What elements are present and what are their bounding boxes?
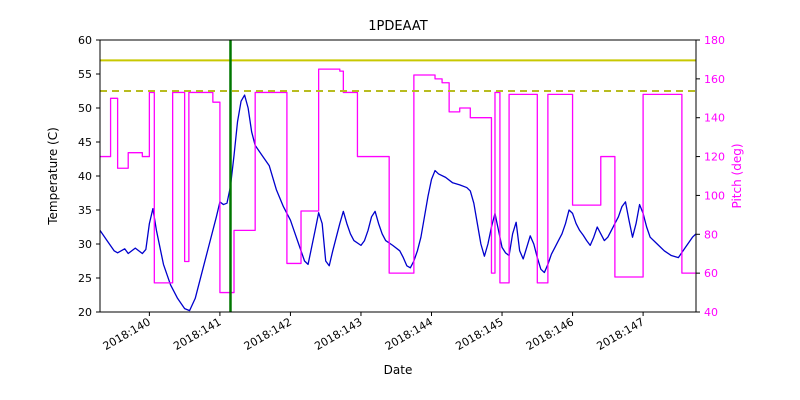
y-axis-label-right: Pitch (deg) xyxy=(730,143,744,208)
x-tick-label: 2018:140 xyxy=(101,315,153,353)
y-left-tick-label: 20 xyxy=(78,306,92,319)
y-right-tick-label: 160 xyxy=(704,73,725,86)
y-left-tick-label: 45 xyxy=(78,136,92,149)
x-tick-label: 2018:146 xyxy=(524,315,576,353)
x-tick-label: 2018:145 xyxy=(453,315,505,353)
y-right-tick-label: 140 xyxy=(704,112,725,125)
plot-series-group xyxy=(100,68,696,312)
x-tick-label: 2018:143 xyxy=(312,315,364,353)
y-left-tick-label: 50 xyxy=(78,102,92,115)
y-left-tick-label: 30 xyxy=(78,238,92,251)
chart-title: 1PDEAAT xyxy=(368,19,427,34)
x-tick-label: 2018:147 xyxy=(594,315,646,353)
reference-lines-group xyxy=(100,40,696,312)
y-left-tick-label: 60 xyxy=(78,34,92,47)
axis-ticks-group: 20 25 30 35 40 45 50 55 60 40 60 80 100 120 140 160 180 2… xyxy=(78,34,725,353)
y-right-tick-label: 40 xyxy=(704,306,718,319)
y-axis-label-left: Temperature (C) xyxy=(46,127,60,226)
y-right-tick-label: 80 xyxy=(704,228,718,241)
x-tick-label: 2018:142 xyxy=(242,315,294,353)
temperature-line xyxy=(100,94,696,312)
y-right-tick-label: 120 xyxy=(704,151,725,164)
plot-frame xyxy=(99,39,697,313)
y-left-tick-label: 55 xyxy=(78,68,92,81)
y-right-tick-label: 60 xyxy=(704,267,718,280)
x-axis-label: Date xyxy=(384,363,413,377)
pitch-line xyxy=(100,68,696,294)
x-tick-label: 2018:141 xyxy=(171,315,223,353)
y-left-tick-label: 35 xyxy=(78,204,92,217)
y-left-tick-label: 25 xyxy=(78,272,92,285)
x-tick-label: 2018:144 xyxy=(383,315,435,353)
y-right-tick-label: 180 xyxy=(704,34,725,47)
y-left-tick-label: 40 xyxy=(78,170,92,183)
y-right-tick-label: 100 xyxy=(704,189,725,202)
